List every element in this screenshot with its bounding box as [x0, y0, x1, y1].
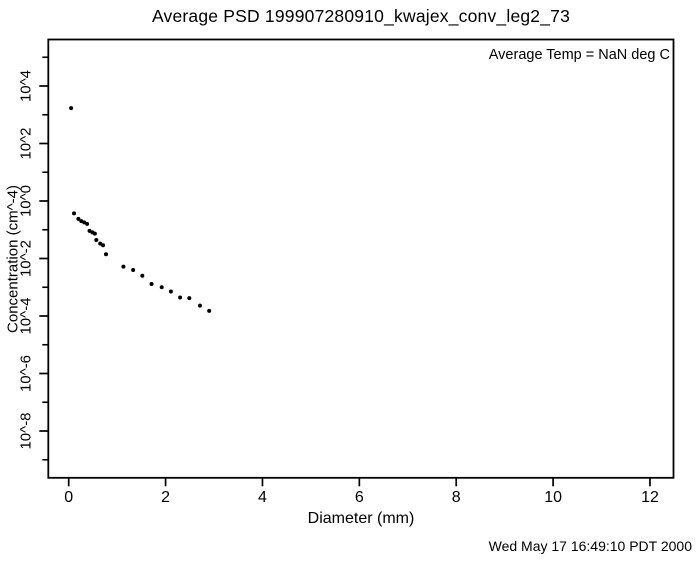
data-point [121, 264, 126, 269]
data-point [140, 273, 145, 278]
data-point [76, 216, 81, 221]
data-point [94, 238, 99, 243]
data-point [69, 106, 74, 111]
y-tick-label: 10^-2 [18, 240, 35, 277]
data-point [103, 252, 108, 257]
x-tick-label: 2 [161, 489, 170, 506]
data-point [159, 285, 164, 290]
x-axis-title: Diameter (mm) [307, 510, 415, 527]
y-tick-label: 10^4 [18, 70, 35, 102]
data-point [92, 231, 97, 236]
data-point [98, 241, 103, 246]
data-point [149, 281, 154, 286]
y-tick-label: 10^0 [18, 185, 35, 217]
y-tick-label: 10^-8 [18, 412, 35, 449]
data-point [131, 267, 136, 272]
data-point [187, 296, 192, 301]
data-point [197, 303, 202, 308]
x-tick-label: 0 [64, 489, 73, 506]
x-tick-label: 6 [355, 489, 364, 506]
x-tick-label: 10 [544, 489, 562, 506]
data-point [168, 289, 173, 294]
y-tick-label: 10^-6 [18, 355, 35, 392]
y-tick-label: 10^-4 [18, 297, 35, 334]
x-tick-label: 12 [641, 489, 659, 506]
chart-title: Average PSD 199907280910_kwajex_conv_leg… [151, 6, 571, 26]
average-temp-annotation: Average Temp = NaN deg C [488, 47, 670, 63]
y-tick-label: 10^2 [18, 127, 35, 159]
footer-timestamp: Wed May 17 16:49:10 PDT 2000 [488, 538, 692, 554]
plot-frame [47, 38, 675, 479]
data-point [207, 308, 212, 313]
data-point [101, 243, 106, 248]
data-point [178, 295, 183, 300]
x-tick-label: 8 [452, 489, 461, 506]
data-point [72, 211, 77, 216]
data-point [85, 221, 90, 226]
x-tick-label: 4 [258, 489, 267, 506]
